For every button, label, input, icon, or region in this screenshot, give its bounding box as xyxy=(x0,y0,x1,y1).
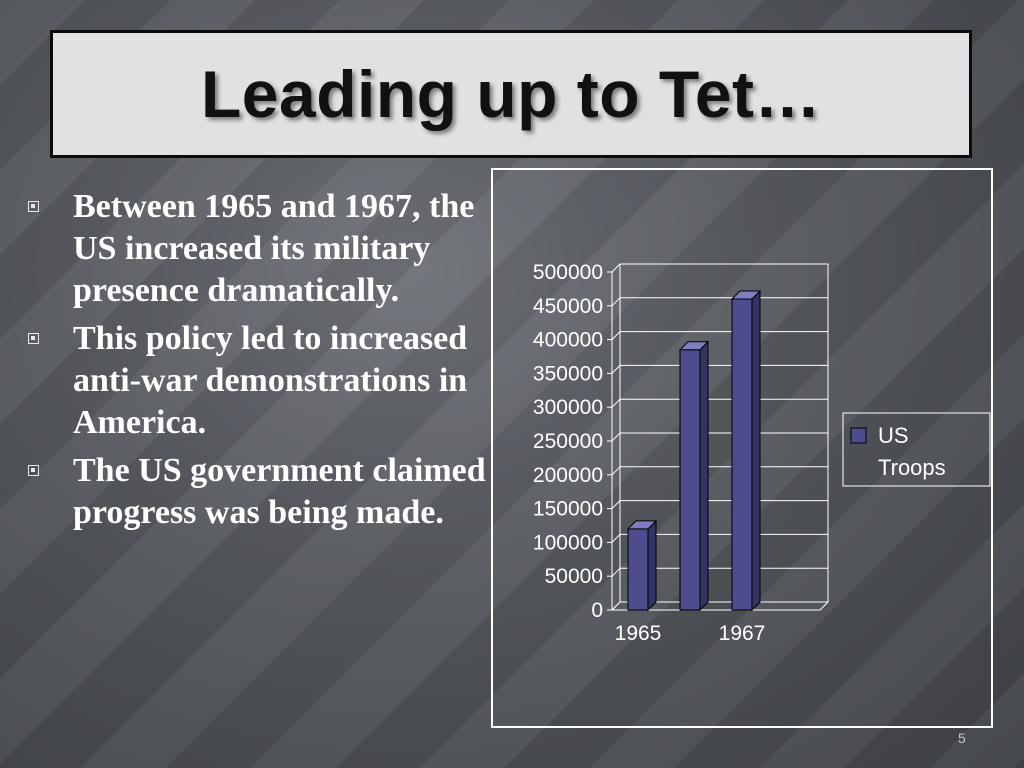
bar-top xyxy=(678,341,710,351)
title-box: Leading up to Tet… xyxy=(50,30,972,158)
gridline-side xyxy=(611,466,621,476)
bullet-item: Between 1965 and 1967, the US increased … xyxy=(28,186,488,312)
y-tick-label: 200000 xyxy=(533,464,603,487)
slide-title: Leading up to Tet… xyxy=(200,57,822,131)
y-tick-label: 450000 xyxy=(533,295,603,318)
troops-bar-chart: 0 50000 100000 150000 200000 250000 300000 3500… xyxy=(533,261,991,645)
square-bullet-icon xyxy=(28,201,39,212)
gridline-side xyxy=(611,567,621,577)
bar-1967 xyxy=(731,298,753,611)
y-tick-label: 400000 xyxy=(533,329,603,352)
bullet-item: This policy led to increased anti-war de… xyxy=(28,318,488,444)
y-tick-label: 100000 xyxy=(533,531,603,554)
bar-side xyxy=(647,519,657,612)
bullet-item: The US government claimed progress was b… xyxy=(28,450,488,534)
y-tick-label: 350000 xyxy=(533,362,603,385)
legend-swatch xyxy=(850,427,867,444)
y-tick-label: 500000 xyxy=(533,261,603,284)
legend-label: US xyxy=(878,423,909,448)
slide-number: 5 xyxy=(958,730,966,746)
gridline-side xyxy=(611,297,621,307)
gridline-side xyxy=(611,534,621,543)
bar-side xyxy=(751,289,761,612)
bar-top xyxy=(626,520,658,530)
legend-label: Troops xyxy=(878,455,946,480)
gridline-side xyxy=(611,432,621,442)
gridline-side xyxy=(611,500,621,509)
square-bullet-icon xyxy=(28,333,39,344)
y-tick-label: 250000 xyxy=(533,430,603,453)
y-tick-label: 150000 xyxy=(533,498,603,521)
bar-top xyxy=(730,290,762,300)
gridline-side xyxy=(611,365,621,374)
x-tick-label: 1967 xyxy=(719,622,766,645)
bar-1965 xyxy=(627,528,649,611)
bullet-text: This policy led to increased anti-war de… xyxy=(73,320,468,441)
gridline-side xyxy=(611,263,621,273)
bullet-text: Between 1965 and 1967, the US increased … xyxy=(73,188,475,309)
chart-frame: 0 50000 100000 150000 200000 250000 300000 3500… xyxy=(491,168,993,728)
gridline-side xyxy=(611,398,621,408)
gridline-side xyxy=(611,331,621,340)
bullet-text: The US government claimed progress was b… xyxy=(73,452,486,531)
gridline-side xyxy=(611,601,621,611)
y-tick-label: 300000 xyxy=(533,396,603,419)
legend-box xyxy=(842,412,991,487)
bar-side xyxy=(699,340,709,612)
square-bullet-icon xyxy=(28,465,39,476)
bullet-list: Between 1965 and 1967, the US increased … xyxy=(28,186,488,540)
y-tick-label: 50000 xyxy=(545,565,603,588)
bar-1966 xyxy=(679,349,701,611)
x-tick-label: 1965 xyxy=(615,622,662,645)
y-tick-label: 0 xyxy=(591,599,603,622)
